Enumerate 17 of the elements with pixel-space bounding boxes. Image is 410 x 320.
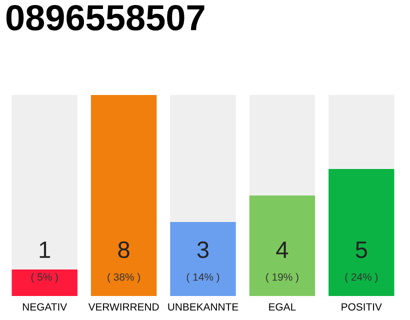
data-label: ( 38% ) (108, 273, 140, 283)
x-tick-label: UNBEKANNTE (168, 303, 238, 311)
annotation: 8 (118, 241, 130, 258)
data-label: ( 5% ) (31, 273, 58, 283)
x-tick-label: VERWIRREND (88, 303, 159, 310)
data-label: ( 14% ) (186, 273, 220, 283)
bar (12, 270, 78, 296)
annotation: 3 (197, 241, 209, 258)
data-label: ( 24% ) (345, 273, 378, 283)
x-tick-label: POSITIV (342, 303, 382, 311)
data-label: ( 19% ) (266, 273, 298, 283)
chart-title: 0896558507 (6, 4, 204, 31)
x-tick-label: NEGATIV (22, 303, 68, 311)
annotation: 5 (356, 242, 367, 258)
annotation: 4 (276, 242, 288, 258)
x-tick-label: EGAL (269, 303, 296, 311)
annotation: 1 (40, 242, 50, 258)
